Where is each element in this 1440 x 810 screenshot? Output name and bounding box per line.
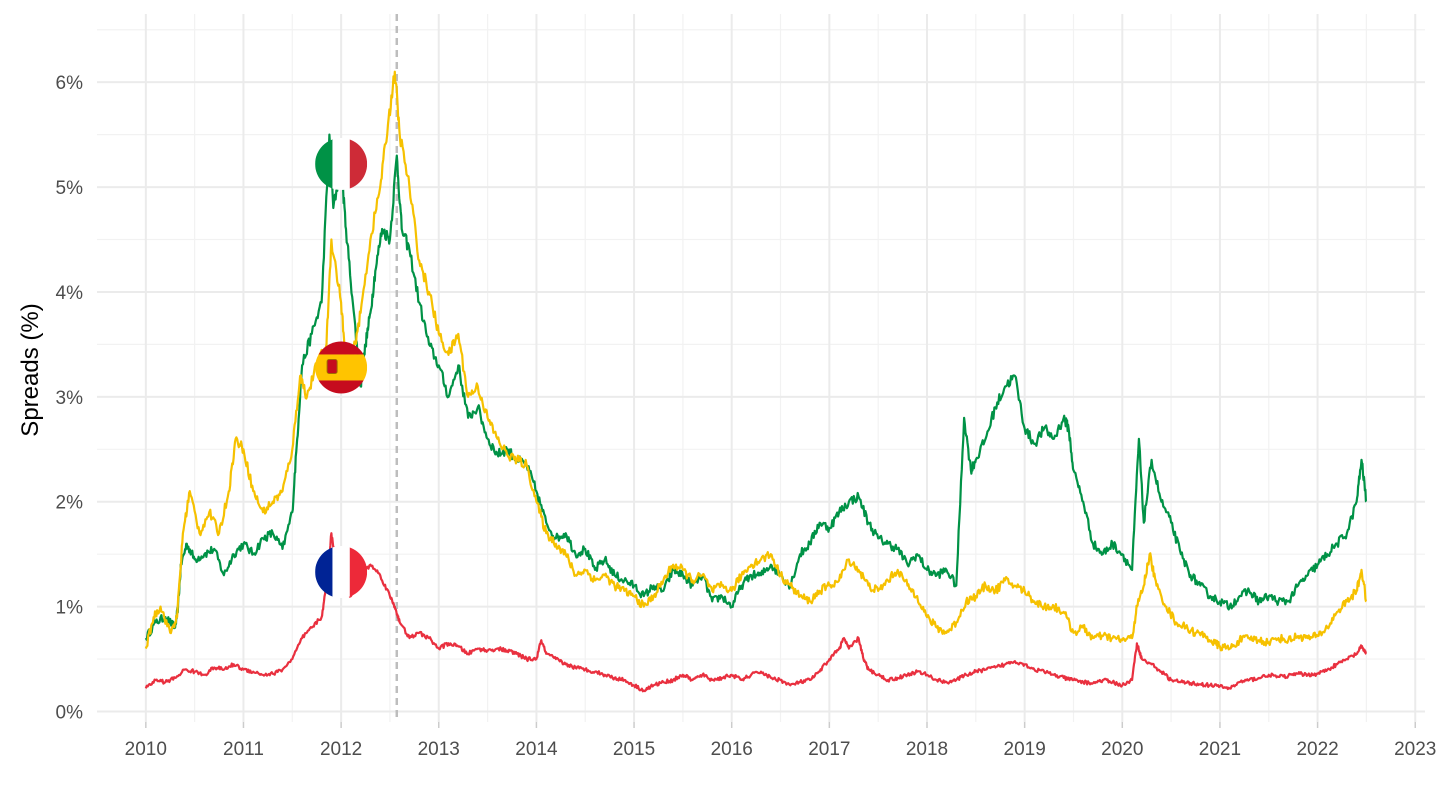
x-tick-label: 2021 xyxy=(1199,739,1241,760)
italy-flag-icon xyxy=(315,137,368,190)
x-tick-label: 2018 xyxy=(906,739,948,760)
series-line-italy xyxy=(144,133,1368,641)
y-tick-label: 3% xyxy=(56,388,84,409)
x-tick-label: 2014 xyxy=(515,739,558,760)
x-tick-label: 2023 xyxy=(1394,739,1436,760)
x-tick-label: 2010 xyxy=(125,739,167,760)
x-tick-label: 2015 xyxy=(613,739,655,760)
major-gridlines xyxy=(97,14,1425,722)
series-line-spain xyxy=(144,70,1367,652)
x-tick-label: 2016 xyxy=(711,739,753,760)
france-flag-icon xyxy=(315,546,368,599)
x-tick-label: 2019 xyxy=(1004,739,1046,760)
minor-gridlines xyxy=(97,14,1425,722)
y-tick-label: 5% xyxy=(56,178,84,199)
x-axis-ticks: 2010 2011 2012 2013 2014 2015 2016 2017 2018 2019… xyxy=(125,722,1436,760)
x-tick-label: 2022 xyxy=(1296,739,1338,760)
y-axis-title: Spreads (%) xyxy=(17,303,44,436)
y-tick-label: 0% xyxy=(56,703,84,724)
x-tick-label: 2020 xyxy=(1101,739,1143,760)
y-tick-label: 2% xyxy=(56,493,84,514)
x-tick-label: 2017 xyxy=(808,739,850,760)
spain-flag-icon xyxy=(315,341,368,394)
y-tick-label: 4% xyxy=(56,283,84,304)
y-tick-label: 6% xyxy=(56,73,84,94)
x-tick-label: 2011 xyxy=(223,739,264,760)
y-axis-ticks: 0% 1% 2% 3% 4% 5% 6% xyxy=(56,73,84,723)
y-tick-label: 1% xyxy=(56,598,84,619)
x-tick-label: 2013 xyxy=(418,739,460,760)
x-tick-label: 2012 xyxy=(320,739,362,760)
